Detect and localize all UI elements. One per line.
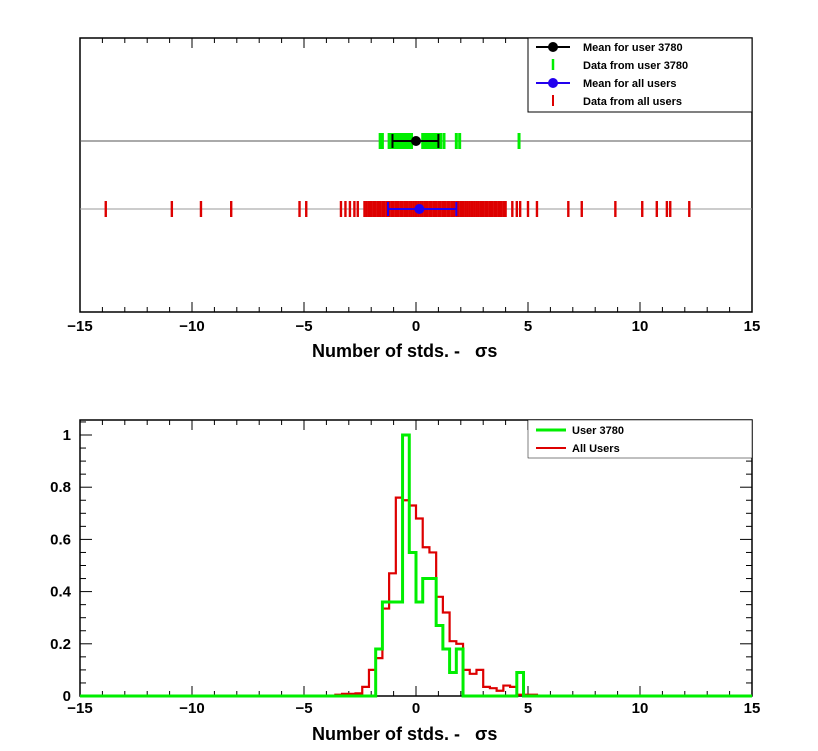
x-tick-label: −10: [179, 700, 204, 717]
bottom-legend: User 3780 All Users: [527, 419, 753, 459]
x-tick-label: 0: [412, 700, 420, 717]
legend-label-all: All Users: [572, 443, 620, 455]
top-legend: Mean for user 3780 Data from user 3780 M…: [527, 37, 753, 113]
user-histogram-line: [80, 433, 752, 698]
bottom-x-axis-title: Number of stds. - σs: [312, 724, 497, 744]
legend-label-mean-all: Mean for all users: [583, 78, 677, 90]
legend-label-mean-user: Mean for user 3780: [583, 42, 683, 54]
y-tick-label: 0: [63, 688, 71, 705]
legend-mean-all-marker: [548, 78, 558, 88]
x-tick-label: 15: [744, 318, 761, 335]
x-tick-label: −10: [179, 318, 204, 335]
legend-label-user: User 3780: [572, 425, 624, 437]
x-tick-label: −5: [295, 700, 312, 717]
top-legend-box: [527, 37, 753, 113]
y-tick-label: 0.4: [50, 584, 72, 601]
x-tick-label: 0: [412, 318, 420, 335]
y-tick-label: 0.8: [50, 479, 71, 496]
x-tick-label: −15: [67, 318, 92, 335]
y-tick-label: 1: [63, 427, 71, 444]
x-tick-label: −5: [295, 318, 312, 335]
user-mean-marker: [411, 136, 421, 146]
y-tick-label: 0.6: [50, 531, 71, 548]
y-tick-label: 0.2: [50, 636, 71, 653]
top-chart-mean-comparison: −15 −10 −5 0 5 10 15 Number of stds. - σs Mean…: [67, 37, 761, 361]
x-tick-label: 10: [632, 700, 649, 717]
top-x-axis-title: Number of stds. - σs: [312, 341, 497, 361]
legend-label-data-user: Data from user 3780: [583, 60, 688, 72]
bottom-chart-histogram: −15 −10 −5 0 5 10 15 0 0.2 0.4 0.6 0.8 1 Number of s…: [50, 419, 761, 744]
bottom-legend-box: [527, 419, 753, 459]
x-tick-label: 15: [744, 700, 761, 717]
legend-mean-user-marker: [548, 42, 558, 52]
x-tick-label: 5: [524, 700, 532, 717]
x-tick-label: −15: [67, 700, 92, 717]
all-users-mean-marker: [414, 204, 425, 214]
x-tick-label: 5: [524, 318, 532, 335]
x-tick-label: 10: [632, 318, 649, 335]
legend-label-data-all: Data from all users: [583, 96, 682, 108]
